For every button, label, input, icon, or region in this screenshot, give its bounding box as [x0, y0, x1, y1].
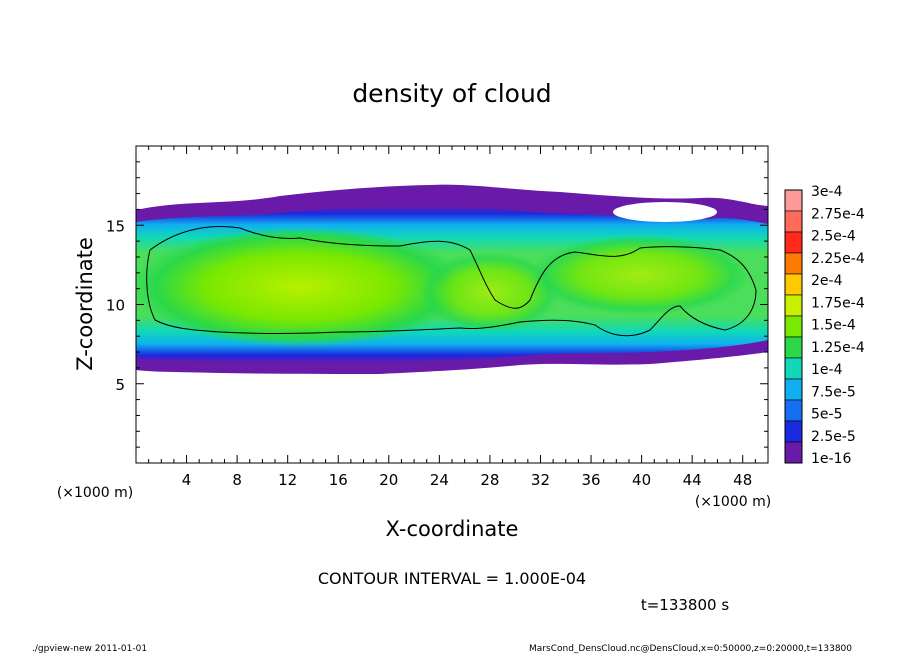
y-tick-label: 15 [106, 217, 125, 235]
colorbar-label: 1e-4 [811, 362, 843, 378]
colorbar-swatch [784, 357, 803, 380]
y-axis-label: Z-coordinate [73, 237, 97, 371]
colorbar-swatch [784, 273, 803, 296]
colorbar-swatch [784, 189, 803, 212]
colorbar-swatch [784, 441, 803, 464]
colorbar-label: 2e-4 [811, 273, 843, 289]
x-axis-label: X-coordinate [386, 517, 519, 541]
colorbar-label: 5e-5 [811, 407, 842, 423]
colorbar-label: 1.5e-4 [811, 318, 856, 334]
colorbar-label: 3e-4 [811, 184, 843, 200]
colorbar-frame [784, 189, 803, 464]
colorbar-swatch [784, 378, 803, 401]
x-tick-label: 24 [430, 471, 449, 489]
contour-1e-4 [146, 226, 757, 337]
x-tick-label: 36 [581, 471, 600, 489]
cloud-clear-patch [613, 202, 717, 222]
colorbar-label: 1.75e-4 [811, 295, 865, 311]
cloud-core-left [136, 227, 470, 347]
chart-title: density of cloud [352, 79, 551, 108]
colorbar: 3e-4 2.75e-4 2.5e-4 2.25e-4 2e-4 1.75e-4 1.5e-… [784, 184, 865, 467]
x-tick-label: 32 [531, 471, 550, 489]
x-tick-label: 20 [379, 471, 398, 489]
y-axis: 5 10 15 [106, 161, 768, 448]
x-tick-label: 4 [182, 471, 192, 489]
colorbar-label: 2.75e-4 [811, 206, 865, 222]
y-tick-label: 10 [106, 297, 125, 315]
colorbar-swatch [784, 252, 803, 275]
x-tick-label: 28 [480, 471, 499, 489]
colorbar-swatch [784, 420, 803, 443]
cloud-core-right [530, 235, 750, 315]
footer-right: MarsCond_DensCloud.nc@DensCloud,x=0:5000… [529, 644, 852, 654]
colorbar-swatch [784, 210, 803, 233]
x-axis: 4 8 12 16 20 24 28 32 36 40 44 48 [148, 146, 756, 489]
x-tick-label: 12 [278, 471, 297, 489]
contour-interval-label: CONTOUR INTERVAL = 1.000E-04 [318, 569, 586, 588]
cloud-field [136, 184, 768, 374]
x-tick-label: 16 [329, 471, 348, 489]
colorbar-label: 2.5e-4 [811, 229, 856, 245]
colorbar-swatch [784, 399, 803, 422]
x-unit-label: (×1000 m) [695, 494, 771, 510]
colorbar-swatch [784, 315, 803, 338]
colorbar-swatch [784, 336, 803, 359]
colorbar-swatch [784, 294, 803, 317]
x-tick-label: 48 [733, 471, 752, 489]
y-tick-label: 5 [115, 376, 125, 394]
colorbar-label: 2.5e-5 [811, 429, 856, 445]
y-unit-label: (×1000 m) [57, 485, 133, 501]
colorbar-swatch [784, 231, 803, 254]
colorbar-label: 1e-16 [811, 451, 851, 467]
colorbar-label: 7.5e-5 [811, 384, 856, 400]
footer-left: ./gpview-new 2011-01-01 [32, 644, 147, 654]
colorbar-label: 1.25e-4 [811, 340, 865, 356]
colorbar-label: 2.25e-4 [811, 251, 865, 267]
time-label: t=133800 s [641, 596, 729, 614]
x-tick-label: 44 [683, 471, 702, 489]
x-tick-label: 40 [632, 471, 651, 489]
x-tick-label: 8 [232, 471, 242, 489]
